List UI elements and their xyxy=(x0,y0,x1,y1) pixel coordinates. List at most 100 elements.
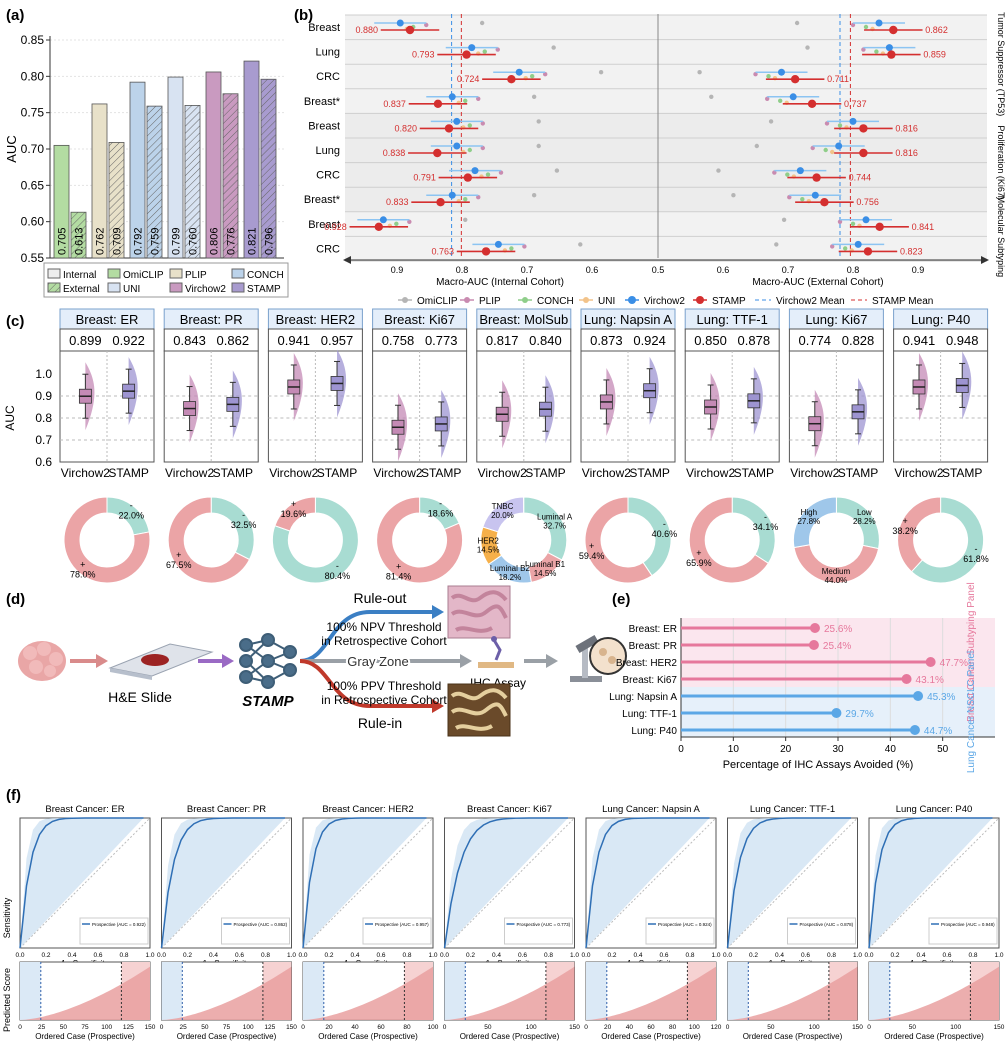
x-label-virchow2: Virchow2 xyxy=(478,466,527,480)
value-label: 25.4% xyxy=(823,641,851,652)
roc-title: Lung Cancer: Napsin A xyxy=(602,804,700,815)
panel-e-ihc-avoided: 0 10 20 30 40 50 Percentage of IHC Assays Avoi… xyxy=(609,582,995,773)
dot-plip-right xyxy=(765,96,770,102)
y-axis-label: AUC xyxy=(3,405,17,431)
dot-conch-left xyxy=(530,74,535,79)
score-area xyxy=(586,966,716,1020)
legend-marker xyxy=(522,297,528,303)
bar-internal-CONCH xyxy=(129,81,146,259)
dot-plip-right xyxy=(861,47,866,52)
score-x-tick-label: 50 xyxy=(60,1024,68,1031)
bar-external-UNI xyxy=(184,105,201,259)
virchow2-point-left xyxy=(396,19,404,27)
bar-label-internal: 0.762 xyxy=(95,227,107,255)
item-label: Lung: TTF-1 xyxy=(622,709,677,720)
task-title: Breast: MolSub xyxy=(479,312,568,327)
donut-pct-label: 81.4% xyxy=(386,572,412,582)
dot-plip-left xyxy=(480,145,485,151)
roc-ci-band xyxy=(303,818,427,948)
ihc-assay-icon xyxy=(478,636,514,668)
legend-label: OmiCLIP xyxy=(417,296,458,307)
legend-label: Virchow2 xyxy=(644,296,685,307)
score-area xyxy=(727,966,858,1020)
roc-legend-box xyxy=(362,917,432,945)
score-x-tick-label: 60 xyxy=(377,1024,385,1031)
dot-plip-left xyxy=(407,219,412,224)
dot-conch-left xyxy=(467,147,472,153)
legend-label: PLIP xyxy=(479,296,501,307)
roc-curve xyxy=(868,817,993,949)
score-x-axis-label: Ordered Case (Prospective) xyxy=(177,1032,277,1041)
legend-box xyxy=(43,262,289,298)
dot-plip-left xyxy=(498,170,504,175)
roc-x-tick-label: 0.6 xyxy=(801,952,810,959)
dot-omiclip-right xyxy=(768,119,774,124)
arrowhead xyxy=(432,605,444,619)
task-title: Breast: ER xyxy=(76,312,139,327)
dot-conch-right xyxy=(823,147,828,153)
bar-label-external: 0.776 xyxy=(226,227,238,255)
bar-label-external: 0.759 xyxy=(150,227,162,255)
y-tick-label: 0.85 xyxy=(21,33,45,47)
score-x-tick-label: 0 xyxy=(726,1024,730,1031)
item-label: Breast: HER2 xyxy=(616,658,678,669)
virchow2-point-right xyxy=(854,240,862,248)
row-label: CRC xyxy=(316,71,340,83)
roc-x-tick-label: 0.0 xyxy=(723,952,732,959)
stamp-point-left xyxy=(444,124,454,133)
score-x-axis-label: Ordered Case (Prospective) xyxy=(318,1032,418,1041)
dot-omiclip-right xyxy=(805,45,810,50)
roc-legend-box xyxy=(787,917,856,945)
x-label-stamp: STAMP xyxy=(629,466,669,480)
donut-category-label: - xyxy=(663,519,666,529)
random-guess-line xyxy=(161,817,292,949)
stamp-point-left xyxy=(507,75,516,84)
dot-omiclip-left xyxy=(554,168,560,173)
virchow2-point-left xyxy=(494,240,502,248)
score-x-tick-label: 50 xyxy=(909,1024,917,1031)
donut-category-label: - xyxy=(242,510,245,520)
y-tick-label: 0.65 xyxy=(21,178,45,192)
value-stamp: 0.922 xyxy=(112,333,145,348)
bar-label-external: 0.613 xyxy=(74,227,86,255)
value-virchow2: 0.758 xyxy=(382,333,415,348)
roc-ci-band xyxy=(20,818,144,948)
rule-out-zone xyxy=(161,962,183,1020)
group-label: Proliferation (Ki67) xyxy=(996,125,1006,200)
donut-category-label: Luminal B2 xyxy=(490,564,531,573)
value-virchow2: 0.774 xyxy=(799,333,832,348)
roc-ci-band xyxy=(444,818,568,948)
x-axis-label-right: Macro-AUC (External Cohort) xyxy=(752,277,883,288)
legend-marker xyxy=(464,297,470,303)
y-tick-label: 1.0 xyxy=(35,367,52,381)
donut-pct-label: 67.5% xyxy=(166,560,192,570)
x-label-virchow2: Virchow2 xyxy=(686,466,735,480)
dot-conch-left xyxy=(463,98,468,104)
bar-label-internal: 0.821 xyxy=(247,227,259,255)
row-label: Lung xyxy=(316,47,340,59)
bar-internal-UNI xyxy=(167,76,184,259)
panel-c-violin-donuts: AUC 0.6 0.7 0.8 0.9 1.0 Breast: ER 0.899 0.922 Vi… xyxy=(3,308,989,585)
dot-omiclip-right xyxy=(781,217,787,222)
y-tick-label: 0.8 xyxy=(35,411,52,425)
stamp-point-left xyxy=(481,247,491,256)
donut-category-label: TNBC xyxy=(492,502,514,511)
bar-label-external: 0.796 xyxy=(264,227,276,255)
rule-in-label: Rule-in xyxy=(358,715,402,731)
value-stamp: 0.878 xyxy=(738,333,771,348)
donut-slice xyxy=(482,496,525,533)
roc-legend-box xyxy=(79,917,149,945)
random-guess-line xyxy=(868,817,1000,949)
stamp-point-right xyxy=(859,124,868,133)
virchow2-point-right xyxy=(811,191,819,199)
legend-marker xyxy=(583,297,589,303)
virchow2-point-left xyxy=(448,191,456,199)
roc-legend-auc: Prospective (AUC = 0.862) xyxy=(234,922,288,927)
npv-threshold-sub-label: in Retrospective Cohort xyxy=(321,634,447,648)
donut-slice xyxy=(63,496,151,584)
stamp-value-right: 0.841 xyxy=(912,222,935,232)
x-tick-label: 10 xyxy=(728,744,740,755)
virchow2-point-right xyxy=(849,117,857,125)
dot-plip-left xyxy=(424,22,429,28)
score-x-tick-label: 20 xyxy=(604,1024,612,1031)
